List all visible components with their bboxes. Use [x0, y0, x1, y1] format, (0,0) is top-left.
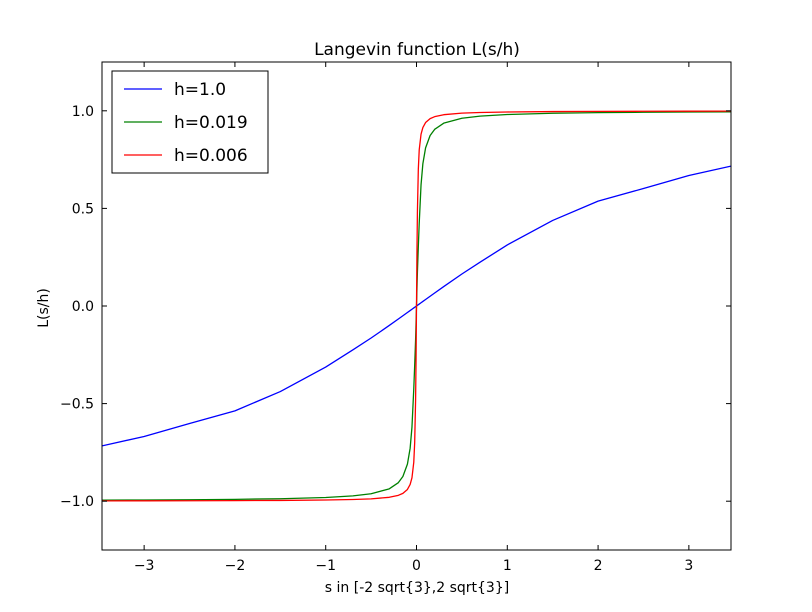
chart-title: Langevin function L(s/h): [314, 40, 520, 60]
legend-label-0: h=1.0: [174, 80, 226, 100]
y-tick-label: 1.0: [72, 104, 94, 120]
y-tick-label: 0.0: [72, 299, 94, 315]
x-tick-label: −3: [134, 558, 155, 574]
x-tick-label: −1: [315, 558, 336, 574]
x-tick-label: 3: [684, 558, 693, 574]
x-tick-label: 0: [412, 558, 421, 574]
x-tick-label: −2: [225, 558, 246, 574]
legend-label-2: h=0.006: [174, 146, 248, 166]
y-tick-label: −0.5: [60, 397, 94, 413]
y-tick-label: 0.5: [72, 201, 94, 217]
y-axis-label: L(s/h): [36, 288, 52, 328]
x-tick-label: 2: [594, 558, 603, 574]
x-tick-label: 1: [503, 558, 512, 574]
y-tick-label: −1.0: [60, 494, 94, 510]
x-axis-label: s in [-2 sqrt{3},2 sqrt{3}]: [325, 580, 509, 596]
legend-label-1: h=0.019: [174, 113, 248, 133]
series-line-2: [102, 110, 731, 502]
plot-area: −3 −2 −1 0 1 2 3 −1.0 −0.5 0.0 0.5 1.0: [60, 61, 732, 574]
legend: h=1.0 h=0.019 h=0.006: [111, 70, 269, 174]
